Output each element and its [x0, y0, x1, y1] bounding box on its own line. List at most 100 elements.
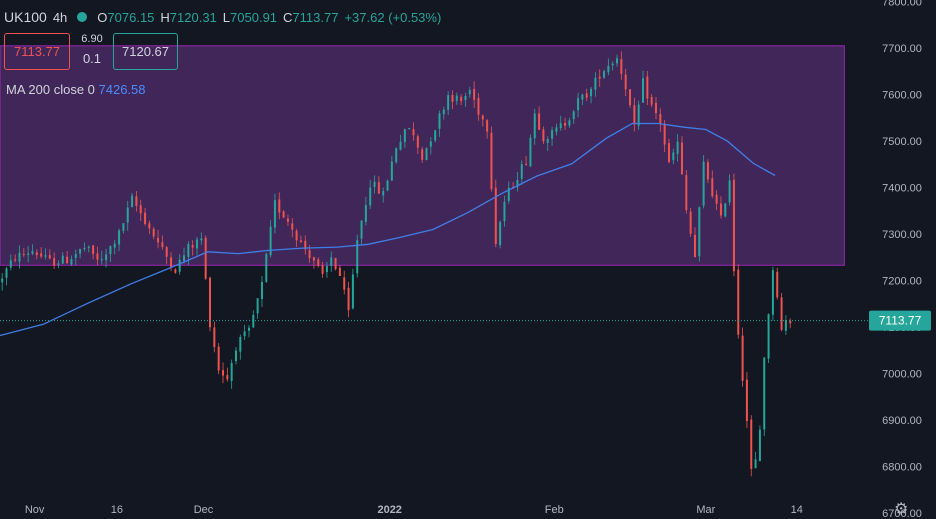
symbol-header: UK100 4h O7076.15 H7120.31 L7050.91 C711… — [4, 9, 441, 25]
candle — [672, 148, 675, 165]
candle — [174, 268, 177, 274]
candle — [499, 220, 502, 249]
candle-body — [126, 207, 129, 223]
candle — [620, 51, 623, 80]
candle — [243, 324, 246, 341]
interval-label[interactable]: 4h — [52, 9, 68, 25]
buy-button[interactable]: 7120.67 — [113, 33, 178, 70]
candle-body — [620, 59, 623, 74]
candle — [196, 236, 199, 256]
candle-body — [27, 253, 30, 255]
time-axis-tick: 14 — [791, 504, 803, 516]
candle-body — [364, 205, 367, 222]
candle — [200, 232, 203, 245]
candle-body — [269, 226, 272, 256]
candle-body — [724, 203, 727, 217]
candle — [61, 252, 64, 264]
price-axis-tick: 7800.00 — [882, 0, 922, 9]
candle — [217, 343, 220, 375]
candle — [18, 245, 21, 269]
symbol-name[interactable]: UK100 — [4, 9, 47, 25]
candle — [451, 90, 454, 110]
candle-body — [767, 314, 770, 359]
candle-body — [477, 98, 480, 115]
candle — [239, 334, 242, 360]
candle-body — [226, 375, 229, 380]
sell-button[interactable]: 7113.77 — [4, 33, 70, 70]
candle-body — [135, 196, 138, 206]
quantity-value[interactable]: 0.1 — [82, 51, 102, 66]
candle-body — [421, 149, 424, 160]
candle-body — [96, 253, 99, 260]
candle — [343, 270, 346, 295]
candle-body — [408, 128, 411, 130]
candle — [304, 235, 307, 255]
candle — [282, 210, 285, 219]
candle-body — [429, 141, 432, 147]
candle — [676, 134, 679, 162]
candle-body — [338, 267, 341, 277]
ma-indicator-legend[interactable]: MA 200 close 0 7426.58 — [6, 82, 146, 97]
low-value: 7050.91 — [230, 9, 278, 25]
candle — [650, 94, 653, 108]
candle-body — [18, 252, 21, 262]
candle — [44, 248, 47, 260]
candle-body — [44, 255, 47, 257]
candle — [330, 251, 333, 272]
candle-body — [789, 320, 792, 324]
candle — [516, 171, 519, 192]
candle — [789, 318, 792, 329]
candle-body — [351, 274, 354, 309]
candle-body — [624, 74, 627, 90]
candle — [468, 86, 471, 98]
candle — [577, 92, 580, 118]
candle — [256, 298, 259, 319]
candle-body — [754, 459, 757, 469]
time-axis-tick: Nov — [25, 504, 45, 516]
ma-200-line — [0, 122, 776, 337]
candle-body — [546, 139, 549, 143]
candle — [286, 214, 289, 226]
candle — [373, 175, 376, 194]
candle-body — [659, 114, 662, 125]
gear-icon[interactable]: ⚙ — [894, 501, 909, 518]
candle — [252, 310, 255, 329]
candle-body — [247, 327, 250, 331]
candle-body — [403, 129, 406, 142]
candle-body — [139, 205, 142, 214]
candle — [105, 248, 108, 268]
candle-body — [35, 252, 38, 256]
candle-body — [144, 212, 147, 224]
candle-body — [312, 257, 315, 261]
candle-body — [295, 230, 298, 241]
price-axis: 7800.00 7700.00 7600.00 7500.00 7400.00 7300.… — [882, 0, 922, 519]
candle-body — [304, 240, 307, 250]
candle — [386, 179, 389, 192]
candle-body — [771, 270, 774, 315]
candle — [490, 126, 493, 192]
candle — [269, 220, 272, 258]
candle — [334, 257, 337, 271]
time-axis-tick: Mar — [696, 504, 715, 516]
candle — [442, 106, 445, 120]
candle — [758, 425, 761, 462]
candle — [542, 126, 545, 145]
candle-body — [633, 105, 636, 125]
candle-body — [61, 255, 64, 264]
candle — [234, 346, 237, 365]
candle — [317, 257, 320, 268]
candle — [633, 97, 636, 132]
candle — [295, 228, 298, 247]
candle — [447, 91, 450, 116]
candle-body — [663, 123, 666, 145]
candle-body — [325, 266, 328, 273]
candle — [477, 93, 480, 121]
candle — [525, 156, 528, 166]
candle — [464, 92, 467, 107]
high-label: H — [160, 9, 170, 25]
candle — [148, 220, 151, 235]
candle-body — [252, 314, 255, 328]
candle — [425, 147, 428, 161]
last-price-tag — [869, 310, 931, 331]
